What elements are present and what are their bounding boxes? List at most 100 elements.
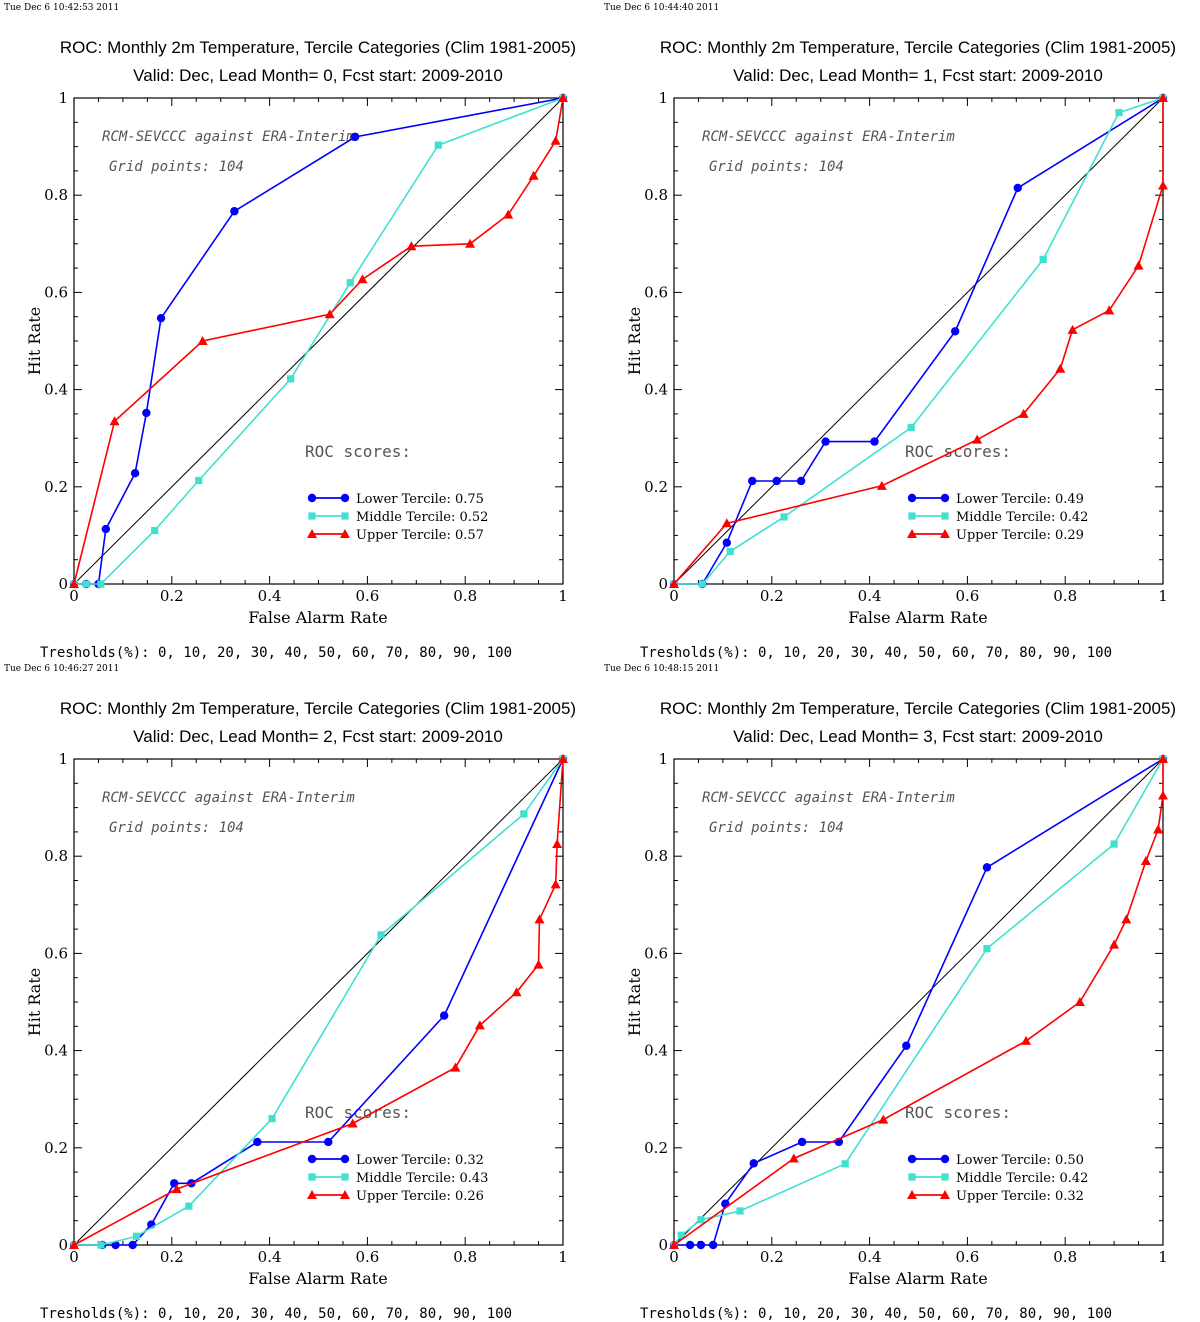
- model-annotation: RCM-SEVCCC against ERA-Interim: [102, 790, 355, 806]
- data-point: [171, 1184, 182, 1194]
- roc-chart-svg: Tue Dec 6 10:48:15 2011 ROC: Monthly 2m T…: [604, 664, 1176, 1322]
- diagonal-reference-line: [73, 97, 564, 585]
- legend-square-marker: [908, 1173, 916, 1181]
- y-tick-label: 0.6: [644, 944, 668, 962]
- x-tick-label: 0.6: [355, 1248, 379, 1266]
- x-tick-label: 0: [69, 587, 79, 605]
- data-point: [749, 1159, 758, 1168]
- data-point: [550, 135, 561, 145]
- legend-circle-marker: [307, 493, 317, 503]
- grid-points-annotation: Grid points: 104: [709, 159, 844, 175]
- legend-entry-middle: Middle Tercile: 0.52: [308, 510, 488, 525]
- grid-points-annotation: Grid points: 104: [709, 820, 844, 836]
- legend-square-marker: [308, 1173, 316, 1181]
- legend-circle-marker: [907, 1154, 917, 1164]
- data-point: [406, 241, 417, 251]
- y-tick-label: 0.8: [644, 186, 668, 204]
- data-point: [109, 416, 120, 426]
- data-point: [287, 375, 295, 383]
- data-point: [156, 313, 166, 323]
- data-point: [878, 1114, 889, 1124]
- legend-square-marker: [941, 512, 949, 520]
- legend-circle-marker: [907, 493, 917, 503]
- data-point: [907, 423, 915, 432]
- legend-entry-lower: Lower Tercile: 0.49: [907, 492, 1084, 507]
- y-tick-label: 0: [58, 1236, 68, 1254]
- y-tick-label: 0.2: [44, 1139, 68, 1157]
- chart-subtitle: Valid: Dec, Lead Month= 2, Fcst start: 2…: [133, 727, 503, 746]
- y-tick-label: 0: [658, 575, 668, 593]
- series-upper-tercile: [69, 754, 568, 1249]
- x-tick-label: 1: [558, 587, 568, 605]
- data-point: [788, 1153, 799, 1163]
- x-tick-label: 0.4: [258, 587, 282, 605]
- legend-triangle-marker: [907, 529, 917, 538]
- legend-entry-middle: Middle Tercile: 0.42: [908, 510, 1088, 525]
- data-point: [1121, 914, 1132, 924]
- series-upper-tercile: [669, 754, 1168, 1249]
- x-tick-label: 0: [669, 1248, 679, 1266]
- roc-chart-lead-1: Tue Dec 6 10:44:40 2011 ROC: Monthly 2m T…: [600, 0, 1200, 661]
- data-point: [1018, 408, 1029, 418]
- data-point: [550, 879, 561, 889]
- data-point: [69, 1240, 79, 1249]
- roc-scores-label: ROC scores:: [905, 442, 1011, 461]
- legend-square-marker: [941, 1173, 949, 1181]
- x-axis-label: False Alarm Rate: [848, 608, 987, 627]
- legend-triangle-marker: [340, 529, 350, 538]
- data-point: [1158, 790, 1168, 800]
- middle-tercile-line: [674, 97, 1164, 585]
- data-point: [350, 132, 360, 142]
- chart-title: ROC: Monthly 2m Temperature, Tercile Cat…: [660, 699, 1176, 718]
- legend-circle-marker: [940, 493, 950, 503]
- legend-entry-lower: Lower Tercile: 0.75: [307, 492, 484, 507]
- x-tick-label: 0: [69, 1248, 79, 1266]
- roc-scores-label: ROC scores:: [305, 442, 411, 461]
- data-point: [821, 437, 830, 446]
- data-point: [1158, 180, 1168, 190]
- x-axis-label: False Alarm Rate: [248, 1269, 387, 1288]
- legend-entry-upper: Upper Tercile: 0.57: [307, 528, 484, 543]
- legend-entry-upper: Upper Tercile: 0.29: [907, 528, 1084, 543]
- x-tick-label: 0.2: [160, 587, 184, 605]
- y-tick-label: 0.2: [644, 1139, 668, 1157]
- data-point: [1158, 93, 1168, 102]
- grid-points-annotation: Grid points: 104: [109, 820, 244, 836]
- data-point: [1133, 260, 1144, 270]
- data-point: [950, 327, 960, 336]
- legend-triangle-marker: [340, 1190, 350, 1199]
- x-tick-label: 0.8: [453, 587, 477, 605]
- legend-triangle-marker: [940, 529, 950, 538]
- data-point: [696, 1240, 706, 1250]
- data-point: [474, 1020, 485, 1030]
- data-point: [450, 1062, 461, 1072]
- chart-subtitle: Valid: Dec, Lead Month= 1, Fcst start: 2…: [733, 66, 1103, 85]
- data-point: [1109, 939, 1120, 949]
- data-point: [503, 209, 514, 219]
- data-point: [101, 524, 110, 534]
- legend-entry-lower: Lower Tercile: 0.50: [907, 1153, 1084, 1168]
- data-point: [82, 580, 90, 588]
- y-tick-label: 0.4: [44, 1042, 68, 1060]
- data-point: [1055, 363, 1066, 373]
- legend-square-marker: [908, 512, 916, 520]
- data-point: [697, 1216, 705, 1224]
- legend-triangle-marker: [907, 1190, 917, 1199]
- x-tick-label: 0.6: [955, 1248, 979, 1266]
- x-tick-label: 1: [1158, 1248, 1168, 1266]
- data-point: [324, 1137, 333, 1147]
- data-point: [132, 1232, 141, 1240]
- data-point: [1074, 997, 1085, 1006]
- roc-chart-lead-2: Tue Dec 6 10:46:27 2011 ROC: Monthly 2m T…: [0, 661, 600, 1322]
- data-point: [1153, 824, 1164, 834]
- thresholds-text: Tresholds(%): 0, 10, 20, 30, 40, 50, 60,…: [640, 645, 1112, 661]
- data-point: [748, 476, 757, 486]
- data-point: [1021, 1035, 1032, 1045]
- legend-label: Middle Tercile: 0.43: [356, 1171, 488, 1186]
- chart-title: ROC: Monthly 2m Temperature, Tercile Cat…: [660, 38, 1176, 57]
- x-tick-label: 0.4: [858, 587, 882, 605]
- legend-entry-middle: Middle Tercile: 0.43: [308, 1171, 488, 1186]
- thresholds-text: Tresholds(%): 0, 10, 20, 30, 40, 50, 60,…: [640, 1306, 1112, 1322]
- legend-label: Middle Tercile: 0.42: [956, 1171, 1088, 1186]
- model-annotation: RCM-SEVCCC against ERA-Interim: [102, 129, 355, 145]
